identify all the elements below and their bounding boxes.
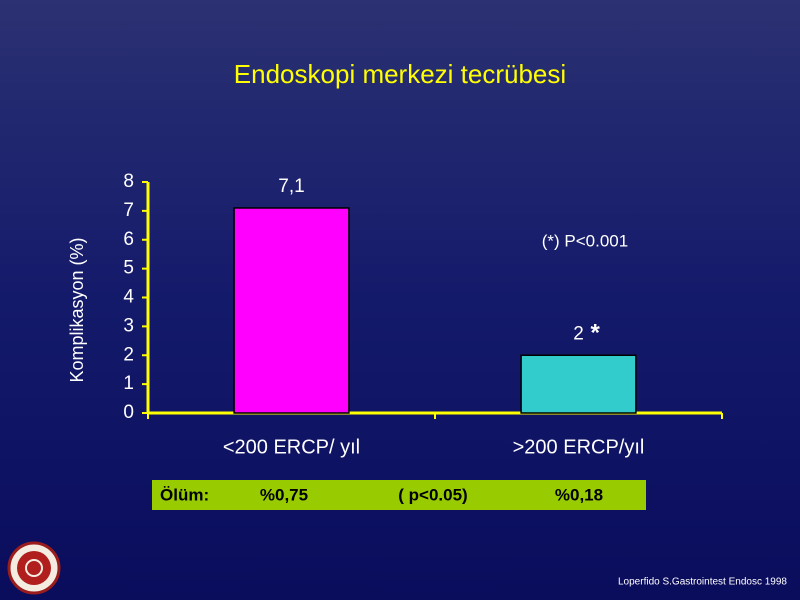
source: Loperfido S.Gastrointest Endosc 1998 xyxy=(618,577,787,588)
y-tick-label: 4 xyxy=(123,287,134,308)
y-tick-label: 2 xyxy=(123,344,134,365)
logo xyxy=(7,541,61,595)
mortality-band xyxy=(152,480,646,510)
x-tick-label: <200 ERCP/ yıl xyxy=(223,436,360,458)
value-label: 2 xyxy=(573,323,584,344)
mortality-cell: %0,18 xyxy=(555,485,603,504)
mortality-cell: %0,75 xyxy=(260,485,308,504)
mortality-cell: ( p<0.05) xyxy=(398,485,467,504)
y-axis-label: Komplikasyon (%) xyxy=(67,237,87,382)
annotation: (*) P<0.001 xyxy=(542,231,628,250)
y-tick-label: 5 xyxy=(123,258,134,279)
significance-mark: * xyxy=(591,320,601,347)
y-tick-label: 1 xyxy=(123,373,134,394)
y-tick-label: 7 xyxy=(123,200,134,221)
mortality-label: Ölüm: xyxy=(160,485,209,504)
y-tick-label: 0 xyxy=(123,402,134,423)
value-label: 7,1 xyxy=(278,176,304,197)
y-tick-label: 3 xyxy=(123,315,134,336)
x-tick-label: >200 ERCP/yıl xyxy=(513,436,645,458)
bar xyxy=(520,354,637,414)
bar xyxy=(233,207,350,414)
y-tick-label: 8 xyxy=(123,171,134,192)
chart-title: Endoskopi merkezi tecrübesi xyxy=(234,59,566,89)
y-tick-label: 6 xyxy=(123,229,134,250)
